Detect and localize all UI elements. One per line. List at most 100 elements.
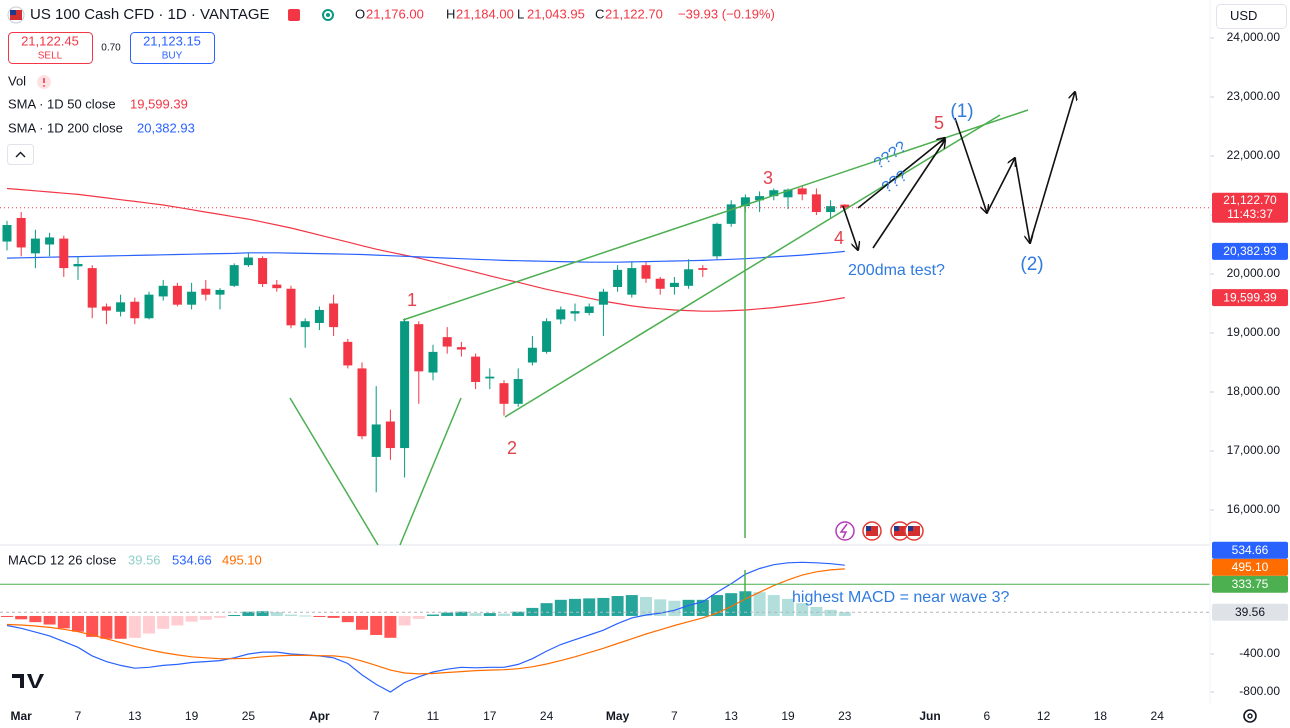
histogram-bar — [810, 606, 823, 616]
histogram-bar — [725, 593, 738, 616]
logo[interactable] — [12, 674, 44, 688]
y-tick-label: -400.00 — [1239, 646, 1280, 660]
candle-body — [584, 306, 594, 313]
histogram-bar — [384, 615, 397, 638]
histogram-bar — [796, 603, 809, 616]
histogram-bar — [199, 615, 212, 620]
axis-badge — [1212, 242, 1288, 260]
legend-sma200: SMA · 1D 200 close — [8, 120, 123, 135]
symbol-title[interactable]: US 100 Cash CFD · 1D · VANTAGE — [30, 6, 270, 23]
ohlc-value: 21,184.00 — [456, 6, 514, 21]
footer — [12, 674, 1257, 723]
histogram-bar — [640, 596, 652, 616]
status-icon — [326, 13, 330, 17]
x-tick-label: Mar — [11, 709, 33, 723]
candle-body — [840, 204, 850, 208]
flag-glyph — [866, 526, 878, 536]
axis-badge-text: 495.10 — [1232, 560, 1269, 574]
currency-button[interactable] — [1216, 4, 1287, 29]
x-tick-label: 23 — [838, 709, 852, 723]
histogram-bar — [398, 615, 411, 626]
candle-body — [783, 189, 793, 198]
y-tick-label: 18,000.00 — [1227, 384, 1281, 398]
sell-label: SELL — [38, 51, 63, 62]
candle-body — [187, 291, 197, 305]
histogram-bar — [157, 615, 170, 629]
y-tick-label: 22,000.00 — [1227, 148, 1281, 162]
histogram-bar — [597, 597, 610, 616]
candle-body — [740, 197, 750, 207]
histogram-bar — [29, 615, 42, 623]
arrow — [842, 205, 858, 250]
histogram-bar — [57, 615, 70, 629]
candle-body — [45, 237, 55, 245]
flag-glyph — [10, 10, 16, 15]
histogram-bar — [327, 615, 340, 618]
histogram-bar — [313, 615, 326, 617]
spread: 0.70 — [101, 43, 121, 54]
settings-icon[interactable] — [1243, 709, 1257, 723]
x-tick-label: 13 — [128, 709, 142, 723]
wave-label: 2 — [507, 438, 517, 458]
arrow — [1029, 92, 1075, 244]
candle-body — [442, 337, 452, 347]
candle-body — [101, 306, 111, 311]
legend-sma200-value: 20,382.93 — [137, 120, 195, 135]
candle-body — [144, 294, 154, 319]
candle-body — [73, 263, 83, 267]
candle-body — [16, 217, 26, 248]
drawings: 1 2 3 4 5 (1) (2) 200dma test? ???? ??? … — [289, 92, 1075, 606]
buy-label: BUY — [162, 51, 183, 62]
buy-button[interactable] — [130, 32, 215, 64]
histogram-bar — [767, 595, 780, 616]
histogram-bar — [285, 614, 297, 616]
axis-badge-text: 20,382.93 — [1223, 244, 1277, 258]
candle-body — [712, 223, 722, 257]
histogram-bar — [611, 596, 624, 616]
histogram-bar — [526, 607, 539, 616]
histogram-bar — [569, 598, 581, 616]
candle-body — [343, 341, 353, 366]
histogram-bar — [427, 614, 439, 616]
candle-body — [641, 265, 651, 279]
macd-signal-value: 495.10 — [222, 552, 262, 567]
legend-sma50: SMA · 1D 50 close — [8, 96, 116, 111]
y-tick-label: 23,000.00 — [1227, 89, 1281, 103]
arrow — [954, 117, 987, 213]
histogram-bar — [43, 615, 56, 625]
histogram-bar — [1, 615, 13, 617]
x-tick-label: 12 — [1037, 709, 1051, 723]
axis-badge-text: 19,599.39 — [1223, 290, 1277, 304]
histogram-bar — [838, 612, 851, 616]
x-tick-label: 25 — [242, 709, 256, 723]
candle-body — [172, 285, 182, 305]
macd-line — [6, 561, 845, 693]
candle-body — [542, 321, 552, 352]
alert-icon[interactable] — [288, 9, 300, 21]
currency: USD — [1230, 8, 1257, 23]
candle-body — [613, 269, 623, 287]
histogram-bar — [114, 615, 127, 639]
candle-body — [414, 324, 424, 372]
candle-body — [201, 288, 211, 295]
histogram-bar — [171, 615, 184, 626]
signal-line — [6, 568, 845, 675]
sell-button[interactable] — [8, 32, 93, 64]
collapse-button[interactable] — [7, 144, 34, 165]
y-tick-label: 17,000.00 — [1227, 443, 1281, 457]
histogram-bar — [682, 599, 695, 616]
candle-body — [371, 424, 381, 457]
candle-body — [726, 204, 736, 224]
wave-label: 4 — [834, 228, 844, 248]
change: −39.93 (−0.19%) — [678, 6, 775, 21]
candle-body — [87, 268, 97, 308]
warning-glyph — [43, 85, 45, 87]
candle-body — [215, 289, 225, 295]
event-icon[interactable] — [835, 521, 855, 541]
axis-badge-text: 39.56 — [1235, 605, 1265, 619]
histogram-bar — [370, 615, 383, 635]
x-tick-label: 7 — [671, 709, 678, 723]
flag-glyph — [894, 526, 906, 536]
candle-body — [755, 196, 765, 201]
